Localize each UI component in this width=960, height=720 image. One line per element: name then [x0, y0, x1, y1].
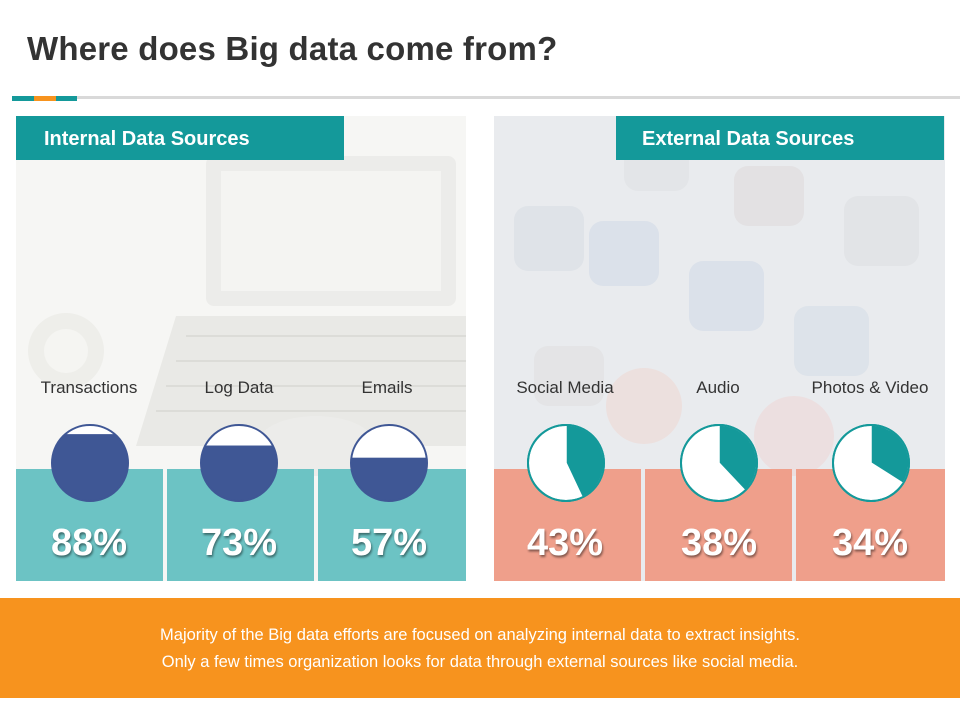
category-label-emails: Emails — [361, 378, 413, 397]
accent-bar-orange — [34, 96, 56, 101]
gauge-fill-log-data — [201, 445, 277, 501]
social-media-background-image — [514, 136, 919, 476]
summary-line-2: Only a few times organization looks for … — [161, 653, 799, 671]
gauge-fill-emails — [351, 457, 427, 501]
summary-line-1: Majority of the Big data efforts are foc… — [160, 626, 800, 644]
pie-outline — [527, 424, 605, 502]
value-label-transactions: 88% — [50, 522, 128, 564]
category-label-social-media: Social Media — [516, 378, 614, 397]
laptop-background-image — [28, 156, 466, 476]
external-sources-header: External Data Sources — [616, 116, 944, 160]
accent-bar-teal-1 — [12, 96, 34, 101]
summary-text: Majority of the Big data efforts are foc… — [0, 622, 960, 676]
summary-bar — [0, 598, 960, 698]
internal-sources-header: Internal Data Sources — [16, 116, 344, 160]
category-label-log-data: Log Data — [204, 378, 274, 397]
value-label-audio: 38% — [680, 522, 758, 564]
value-label-social-media: 43% — [526, 522, 604, 564]
gauge-outline — [350, 424, 428, 502]
accent-bar-teal-2 — [56, 96, 77, 101]
category-label-photos-video: Photos & Video — [811, 378, 929, 397]
gauge-outline — [200, 424, 278, 502]
value-label-photos-video: 34% — [831, 522, 909, 564]
page-title: Where does Big data come from? — [27, 30, 558, 67]
value-label-log-data: 73% — [200, 522, 278, 564]
gauge-outline — [51, 424, 129, 502]
gauge-fill-transactions — [52, 434, 128, 501]
pie-outline — [680, 424, 758, 502]
value-label-emails: 57% — [350, 522, 428, 564]
category-label-audio: Audio — [696, 378, 740, 397]
title-underline — [12, 96, 960, 99]
category-label-transactions: Transactions — [40, 378, 138, 397]
pie-outline — [832, 424, 910, 502]
